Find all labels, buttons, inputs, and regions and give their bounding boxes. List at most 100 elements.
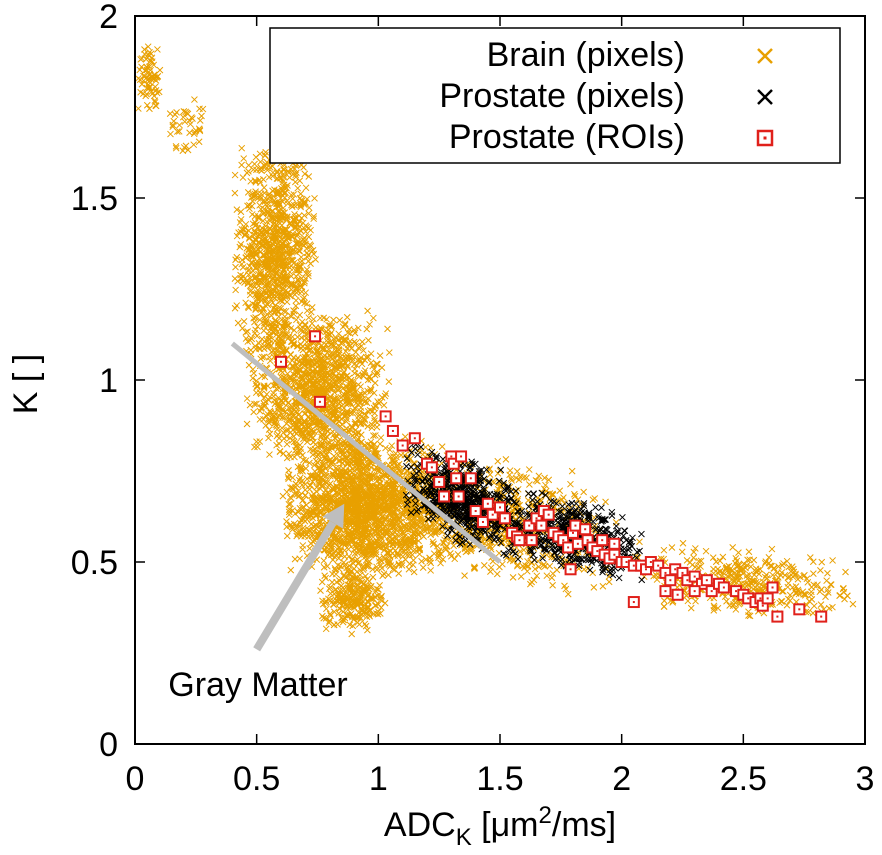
data-point bbox=[321, 572, 329, 580]
data-point bbox=[192, 127, 200, 134]
data-point bbox=[179, 113, 187, 121]
data-point bbox=[580, 488, 588, 496]
data-point bbox=[376, 440, 384, 448]
data-point bbox=[266, 451, 273, 458]
data-point bbox=[231, 171, 239, 179]
data-point bbox=[269, 214, 276, 222]
data-point bbox=[380, 401, 388, 409]
data-point bbox=[251, 192, 259, 200]
data-point bbox=[140, 77, 147, 85]
data-point bbox=[323, 315, 330, 323]
data-point bbox=[324, 395, 332, 402]
data-point bbox=[290, 191, 298, 198]
data-point bbox=[247, 177, 255, 185]
data-point bbox=[310, 250, 318, 258]
data-point bbox=[251, 236, 259, 244]
data-point bbox=[134, 105, 142, 112]
data-point bbox=[385, 378, 393, 386]
data-point bbox=[242, 299, 250, 307]
data-point bbox=[278, 221, 286, 229]
data-point bbox=[568, 467, 576, 475]
data-point bbox=[283, 488, 291, 496]
data-point bbox=[523, 567, 531, 575]
data-point bbox=[257, 267, 264, 275]
data-point bbox=[250, 314, 257, 322]
data-point bbox=[310, 215, 318, 223]
data-point bbox=[348, 424, 356, 431]
data-point bbox=[302, 228, 310, 236]
data-point bbox=[275, 256, 283, 264]
data-point bbox=[307, 260, 314, 267]
data-point bbox=[244, 189, 252, 196]
data-point bbox=[291, 291, 299, 298]
data-point bbox=[233, 253, 241, 261]
data-point bbox=[169, 123, 177, 131]
data-point bbox=[809, 558, 817, 566]
data-point bbox=[345, 553, 353, 560]
data-point bbox=[273, 167, 281, 175]
data-point bbox=[179, 147, 187, 155]
data-point bbox=[279, 198, 286, 206]
data-point bbox=[196, 117, 204, 124]
data-point bbox=[301, 293, 308, 301]
data-point bbox=[590, 584, 598, 591]
data-point bbox=[253, 438, 260, 446]
data-point bbox=[264, 228, 272, 236]
data-point bbox=[273, 441, 280, 449]
data-point bbox=[310, 213, 318, 220]
data-point bbox=[269, 207, 277, 215]
data-point bbox=[309, 451, 317, 459]
data-point bbox=[339, 584, 347, 592]
data-point bbox=[280, 295, 288, 303]
data-point bbox=[304, 269, 312, 277]
data-point bbox=[256, 166, 264, 173]
data-point bbox=[329, 570, 336, 578]
data-point bbox=[548, 574, 556, 582]
data-point bbox=[245, 168, 252, 175]
data-point bbox=[297, 325, 304, 333]
data-point bbox=[137, 56, 145, 63]
data-point bbox=[290, 245, 297, 253]
data-point bbox=[330, 316, 337, 324]
data-point bbox=[237, 271, 244, 279]
data-point bbox=[526, 580, 534, 588]
data-point bbox=[186, 129, 193, 137]
data-point bbox=[251, 443, 258, 451]
data-point bbox=[296, 194, 304, 202]
data-point bbox=[533, 572, 541, 580]
data-point bbox=[184, 146, 192, 154]
data-point bbox=[372, 602, 380, 609]
data-point bbox=[286, 219, 293, 227]
data-point bbox=[232, 286, 239, 294]
data-point bbox=[335, 577, 343, 584]
data-point bbox=[245, 245, 253, 253]
data-point bbox=[249, 267, 257, 275]
data-point bbox=[288, 203, 296, 211]
data-point bbox=[376, 352, 384, 359]
data-point bbox=[250, 408, 258, 416]
data-point bbox=[269, 192, 277, 200]
data-point bbox=[354, 324, 362, 332]
data-point bbox=[246, 287, 254, 295]
data-point bbox=[342, 418, 350, 425]
data-point bbox=[265, 291, 273, 299]
data-point bbox=[256, 150, 264, 158]
data-point bbox=[170, 117, 178, 125]
data-point bbox=[273, 169, 281, 177]
data-point bbox=[239, 174, 247, 181]
data-point bbox=[294, 266, 302, 274]
data-point bbox=[252, 389, 260, 397]
data-point bbox=[242, 220, 250, 228]
data-point bbox=[259, 176, 267, 183]
data-point bbox=[367, 438, 375, 446]
data-point bbox=[265, 434, 272, 442]
data-point bbox=[233, 206, 241, 213]
data-point bbox=[254, 212, 262, 220]
data-point bbox=[154, 72, 162, 80]
data-point bbox=[251, 229, 259, 236]
data-point bbox=[376, 582, 383, 589]
data-point bbox=[301, 299, 308, 307]
data-point bbox=[262, 255, 269, 263]
data-point bbox=[352, 339, 360, 347]
data-point bbox=[605, 578, 613, 586]
